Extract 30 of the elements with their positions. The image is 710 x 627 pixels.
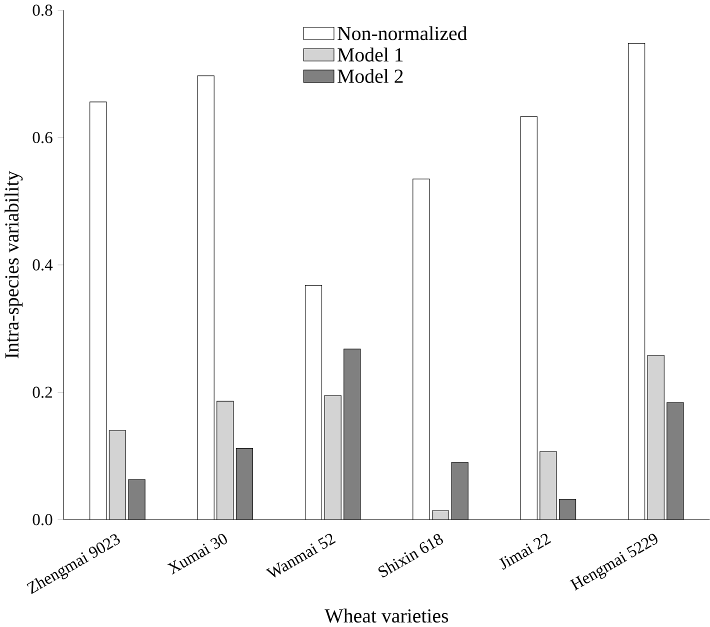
bar — [128, 479, 146, 520]
bar — [412, 178, 430, 520]
bar — [108, 430, 126, 520]
bar — [628, 42, 646, 520]
bar — [647, 354, 664, 520]
y-tick-label: 0.2 — [32, 386, 52, 398]
bar — [324, 395, 342, 520]
y-axis-title: Intra-species variability — [4, 170, 23, 358]
bar — [451, 462, 468, 520]
x-axis-title: Wheat varieties — [324, 608, 448, 623]
bar — [432, 510, 450, 520]
bar — [90, 101, 107, 520]
bar — [236, 448, 254, 520]
bar — [344, 348, 361, 520]
legend-label: Non-normalized — [338, 26, 468, 40]
x-tick-label: Jimai 22 — [499, 534, 552, 570]
x-tick-label: Shixin 618 — [378, 534, 443, 578]
legend-label: Model 1 — [338, 47, 403, 62]
bar — [558, 498, 576, 520]
bar — [216, 400, 234, 520]
y-tick-label: 0.0 — [32, 514, 52, 526]
y-tick-label: 0.8 — [32, 4, 52, 16]
y-tick-label: 0.6 — [32, 132, 52, 144]
bar — [520, 116, 538, 520]
y-tick-label: 0.4 — [32, 259, 53, 270]
bar — [197, 75, 214, 520]
bar — [540, 451, 557, 520]
bar — [304, 284, 322, 520]
bar — [666, 402, 684, 520]
legend-label: Model 2 — [338, 68, 403, 83]
